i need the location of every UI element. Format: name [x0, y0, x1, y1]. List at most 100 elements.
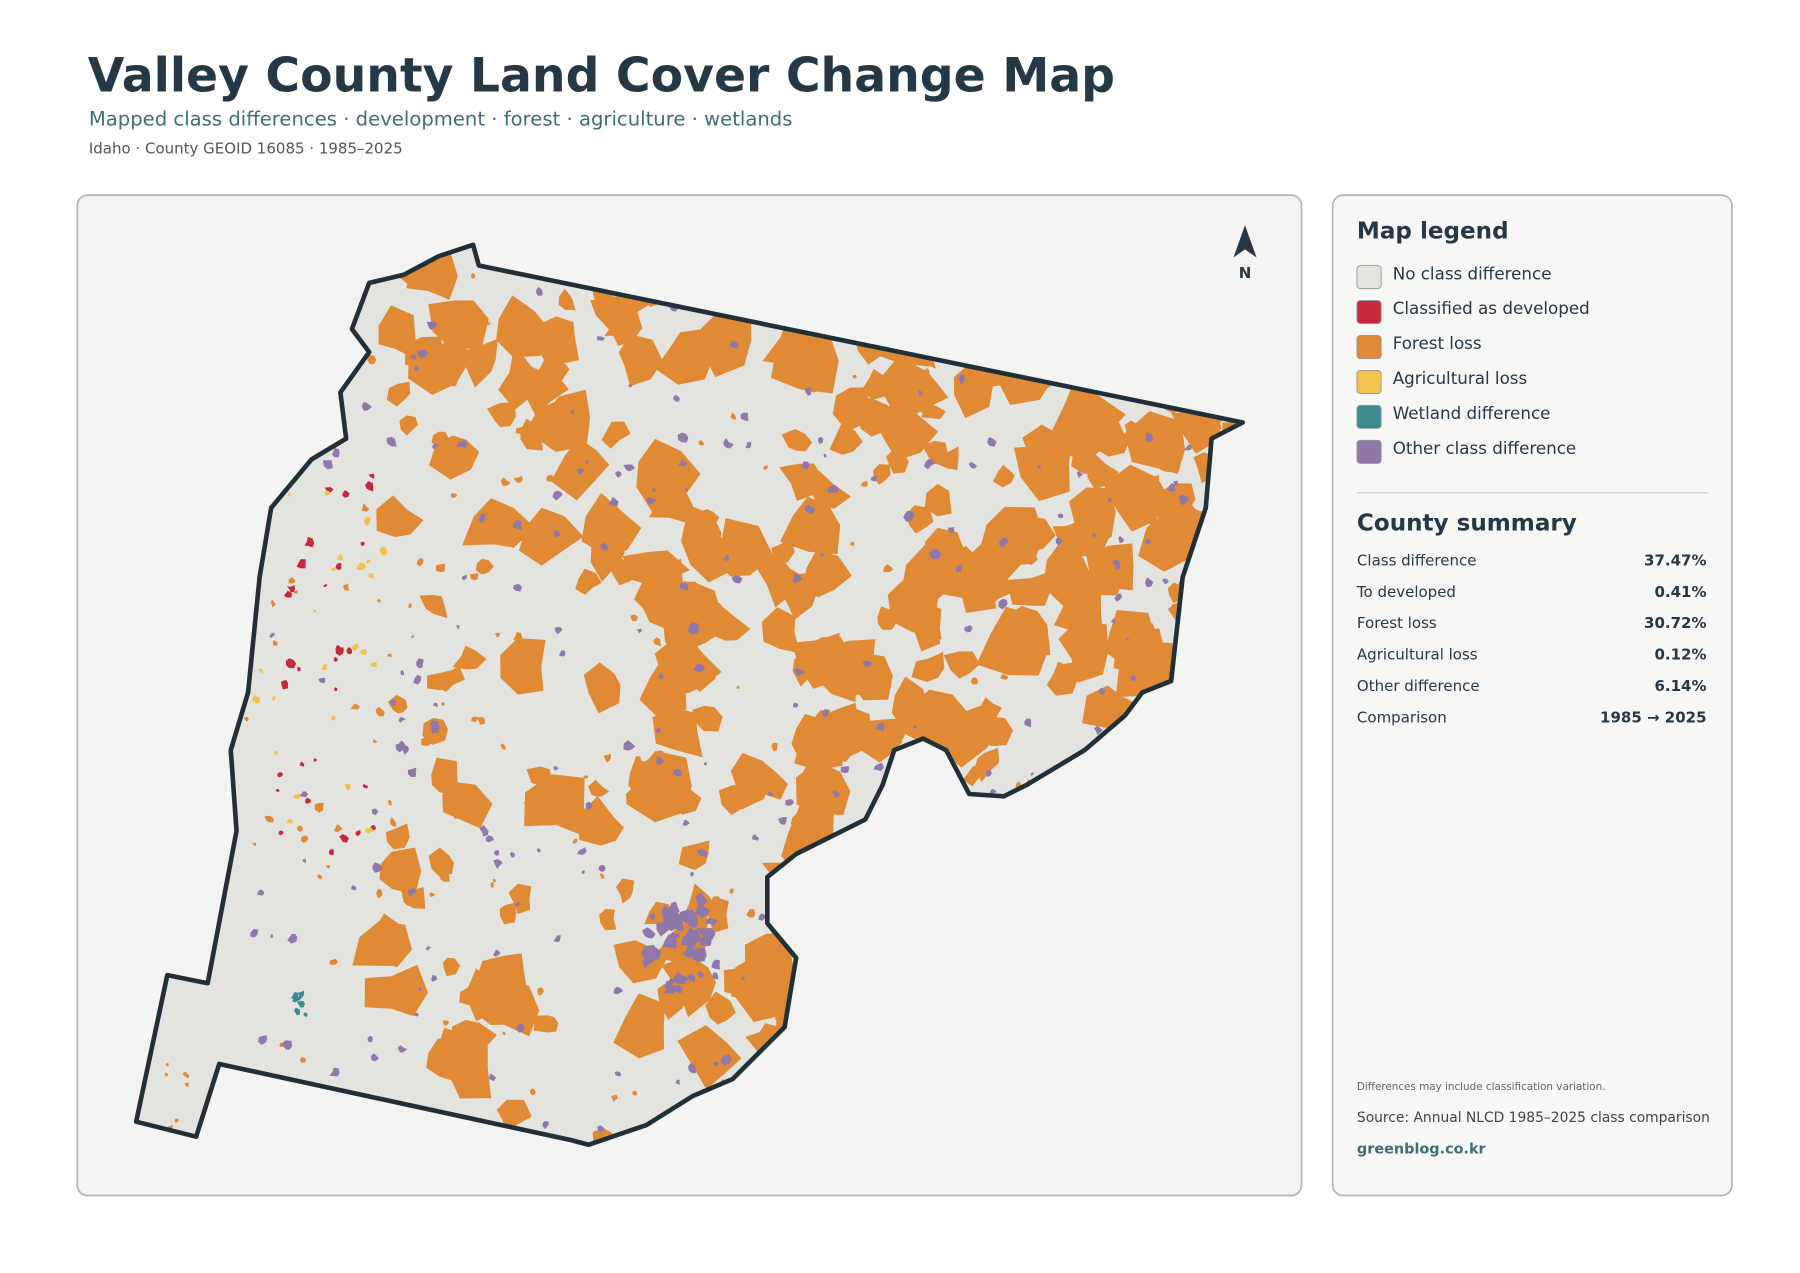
forest-loss-patch: [813, 741, 843, 769]
other-difference-patch: [1093, 725, 1103, 736]
forest-loss-patch: [1149, 475, 1160, 485]
developed-patch: [304, 536, 315, 548]
forest-loss-patch: [723, 966, 767, 1006]
other-difference-patch: [514, 901, 521, 907]
website[interactable]: greenblog.co.kr: [1357, 1141, 1487, 1157]
other-difference-patch: [323, 460, 333, 470]
other-difference-patch: [964, 624, 973, 633]
title: Valley County Land Cover Change Map: [88, 49, 1115, 104]
forest-loss-patch: [442, 957, 461, 977]
other-difference-patch: [658, 672, 664, 679]
legend-title: Map legend: [1357, 219, 1509, 245]
other-difference-patch: [413, 674, 422, 685]
wetland-patch: [294, 1007, 300, 1014]
forest-loss-patch: [962, 765, 984, 787]
other-difference-patch: [414, 1012, 419, 1017]
forest-loss-patch: [387, 653, 392, 658]
forest-loss-patch: [399, 415, 418, 436]
developed-patch: [297, 666, 301, 672]
forest-loss-patch: [297, 825, 303, 832]
forest-loss-patch: [406, 251, 458, 300]
forest-loss-patch: [571, 838, 578, 844]
other-difference-patch: [655, 727, 661, 734]
other-difference-patch: [840, 765, 849, 774]
forest-loss-patch: [686, 734, 694, 742]
forest-loss-patch: [1057, 662, 1064, 667]
forest-loss-patch: [541, 409, 546, 414]
forest-loss-patch: [871, 401, 939, 461]
other-difference-patch: [485, 835, 495, 843]
other-difference-patch: [768, 791, 775, 796]
forest-loss-patch: [644, 901, 670, 927]
forest-loss-patch: [922, 440, 948, 467]
forest-loss-patch: [419, 594, 448, 619]
other-difference-patch: [641, 958, 651, 969]
other-difference-patch: [361, 401, 373, 412]
other-difference-patch: [430, 720, 440, 734]
forest-loss-patch: [1086, 543, 1134, 591]
other-difference-patch: [968, 461, 978, 469]
other-difference-patch: [711, 959, 720, 970]
forest-loss-patch: [538, 439, 543, 443]
forest-loss-patch: [500, 743, 506, 750]
other-difference-patch: [955, 564, 963, 573]
north-arrow: [1233, 225, 1257, 258]
forest-loss-patch: [616, 878, 635, 904]
forest-loss-patch: [780, 496, 841, 555]
forest-loss-patch: [665, 610, 670, 616]
legend-label: No class difference: [1393, 263, 1552, 283]
forest-loss-patch: [496, 295, 550, 358]
forest-loss-patch: [252, 842, 257, 847]
other-difference-patch: [793, 668, 806, 677]
wetland-patch: [296, 1000, 305, 1008]
forest-loss-patch: [490, 882, 494, 888]
legend-label: Agricultural loss: [1393, 368, 1528, 388]
forest-loss-patch: [719, 518, 774, 577]
forest-loss-patch: [1153, 443, 1180, 473]
forest-loss-patch: [429, 435, 480, 480]
agricultural-loss-patch: [356, 562, 367, 571]
forest-loss-patch: [421, 736, 432, 746]
other-difference-patch: [1112, 559, 1121, 570]
other-difference-patch: [584, 460, 589, 464]
forest-loss-patch: [1054, 451, 1061, 459]
other-difference-patch: [554, 626, 563, 635]
forest-loss-patch: [792, 653, 828, 687]
other-difference-patch: [1055, 537, 1063, 546]
forest-loss-patch: [911, 651, 945, 682]
developed-patch: [280, 680, 288, 690]
forest-loss-patch: [630, 614, 639, 622]
other-difference-patch: [666, 984, 675, 993]
other-difference-patch: [802, 461, 810, 470]
forest-loss-patch: [390, 816, 397, 827]
developed-patch: [335, 563, 342, 570]
forest-loss-patch: [1131, 500, 1161, 525]
forest-loss-patch: [379, 847, 422, 895]
forest-loss-patch: [1052, 377, 1126, 452]
forest-loss-patch: [873, 464, 891, 485]
other-difference-patch: [492, 949, 501, 957]
developed-patch: [342, 489, 350, 498]
forest-loss-patch: [763, 465, 768, 470]
agricultural-loss-patch: [331, 715, 336, 721]
other-difference-patch: [299, 791, 308, 798]
other-difference-patch: [456, 624, 460, 630]
north-label: N: [1239, 264, 1252, 282]
other-difference-patch: [332, 447, 340, 458]
forest-loss-patch: [472, 990, 478, 997]
summary-value: 1985 → 2025: [1600, 708, 1707, 726]
forest-loss-patch: [715, 370, 719, 375]
agricultural-loss-patch: [368, 573, 375, 579]
forest-loss-patch: [521, 672, 529, 680]
forest-loss-patch: [730, 412, 736, 420]
other-difference-patch: [397, 1045, 408, 1053]
other-difference-patch: [1125, 637, 1129, 641]
summary-label: Agricultural loss: [1357, 646, 1478, 664]
other-difference-patch: [672, 971, 689, 985]
other-difference-patch: [636, 628, 643, 634]
forest-loss-patch: [174, 1118, 180, 1124]
forest-loss-patch: [475, 558, 494, 575]
forest-loss-patch: [375, 707, 385, 717]
other-difference-patch: [697, 971, 705, 978]
